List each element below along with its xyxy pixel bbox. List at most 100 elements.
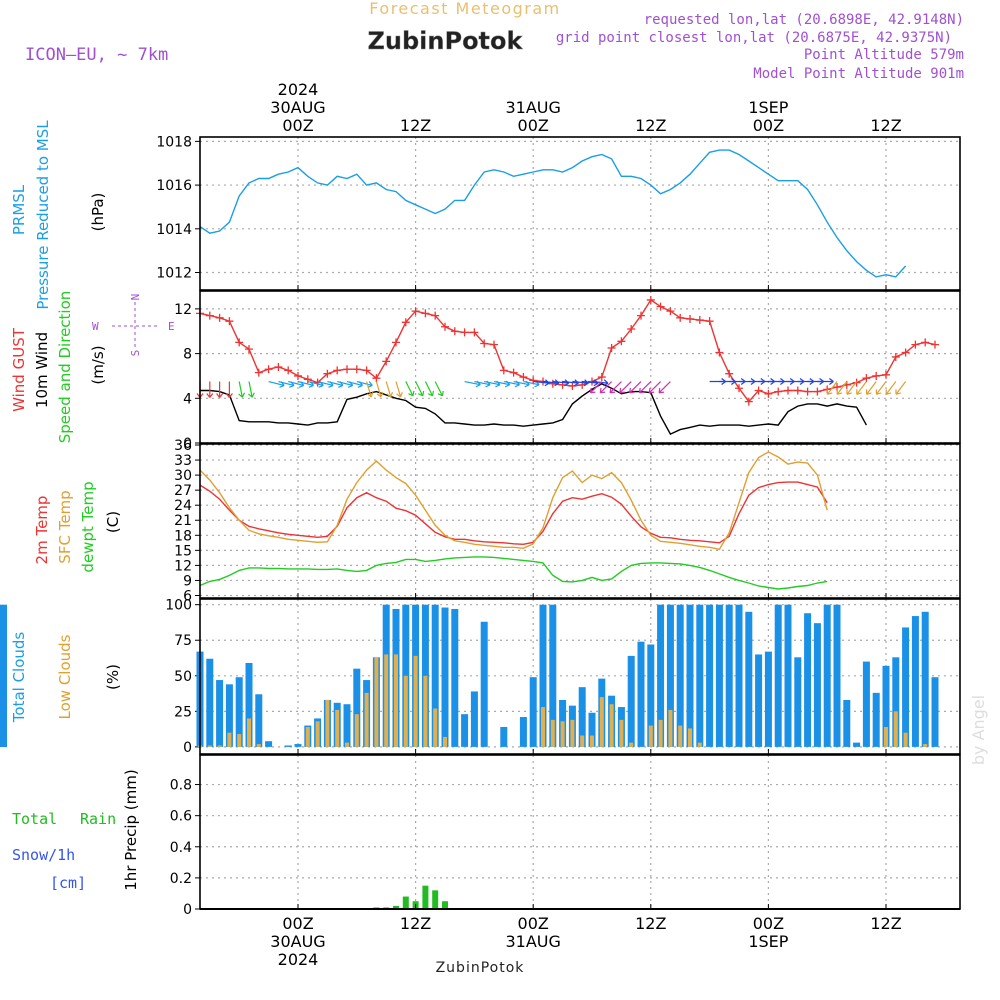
- pressure-line: [199, 149, 907, 278]
- clouds-ytick-label: 0: [183, 740, 192, 756]
- gust-marker: [784, 386, 792, 395]
- temperature-ytick-label: 27: [174, 483, 192, 499]
- wind-arrow: [484, 380, 501, 386]
- wind-arrow: [856, 381, 867, 395]
- low-clouds-bar: [443, 736, 447, 747]
- wind-ytick-label: 8: [183, 347, 192, 363]
- gust-marker: [872, 371, 881, 380]
- temperature-ytick-label: 12: [174, 558, 192, 574]
- low-clouds-bar: [403, 675, 408, 747]
- wind-arrowhead: [826, 389, 833, 395]
- low-clouds-bar: [207, 745, 212, 747]
- compass-w: W: [92, 320, 99, 333]
- low-clouds-bar: [570, 719, 575, 747]
- cloud-labels: Total Clouds Low Clouds (%): [10, 632, 122, 724]
- bottom-time-label: 12Z: [870, 914, 901, 933]
- wind-arrow: [375, 381, 382, 398]
- total-clouds-bar: [823, 604, 831, 747]
- gust-marker: [284, 366, 293, 375]
- wind-arrow: [513, 380, 530, 386]
- total-clouds-bar: [804, 613, 812, 747]
- wind-arrow: [542, 380, 559, 384]
- wind-arrowhead: [206, 393, 214, 398]
- low-clouds-bar: [590, 735, 594, 747]
- wind-ytick-label: 12: [174, 302, 192, 318]
- requested-coords: requested lon,lat (20.6898E, 42.9148N): [644, 12, 964, 28]
- rain-label: Rain: [80, 810, 116, 828]
- top-time-label: 12Z: [635, 116, 666, 135]
- snow-unit: [cm]: [50, 874, 86, 892]
- top-title: Forecast Meteogram: [369, 0, 560, 18]
- wind-arrow: [591, 380, 608, 384]
- total-clouds-bar: [725, 604, 733, 747]
- wind-arrow: [885, 381, 897, 395]
- wind-arrow: [424, 381, 434, 397]
- wind-arrow: [434, 381, 443, 397]
- wind-arrowhead: [366, 391, 374, 398]
- pressure-unit: (hPa): [89, 193, 107, 232]
- pressure-ytick-label: 1012: [156, 266, 192, 282]
- gust-marker: [470, 328, 479, 337]
- low-clouds-bar: [315, 721, 320, 747]
- total-clouds-bar: [206, 658, 214, 747]
- total-clouds-bar: [500, 726, 508, 747]
- gust-marker: [421, 309, 430, 318]
- wind-arrowhead: [376, 391, 384, 398]
- precipitation-ytick-label: 0.4: [170, 840, 192, 856]
- low-clouds-bar: [697, 742, 702, 747]
- plot-panels: 1012101410161018048126912151821242730333…: [0, 134, 961, 918]
- temperature-frame: [199, 443, 961, 599]
- wind-arrow: [582, 380, 599, 384]
- wind-arrowhead: [829, 378, 834, 386]
- low-clouds-bar: [433, 708, 438, 747]
- total-clouds-bar: [529, 677, 537, 747]
- bottom-time-label: 30AUG: [270, 932, 325, 951]
- pressure-ytick-label: 1018: [156, 134, 192, 150]
- wind-arrow: [346, 380, 363, 386]
- wind-arrowhead: [836, 389, 843, 395]
- gust-marker: [264, 365, 273, 374]
- precipitation-ytick-label: 0.8: [170, 778, 192, 794]
- gust-marker: [774, 387, 783, 396]
- gust-marker: [931, 340, 939, 349]
- wind-panel: 0 4 8 12: [174, 291, 961, 452]
- wind-arrow: [493, 380, 510, 386]
- low-clouds-bar: [305, 726, 310, 747]
- temperature-ytick-label: 24: [174, 498, 192, 514]
- wind-arrow: [648, 381, 662, 394]
- total-clouds-bar: [813, 623, 821, 747]
- gust-marker: [646, 295, 655, 304]
- wind-arrow: [297, 380, 314, 386]
- gust-marker: [725, 369, 734, 378]
- wind-arrowhead: [875, 389, 882, 395]
- wind-arrowhead: [638, 387, 645, 394]
- total-clouds-bar: [833, 604, 841, 747]
- gust-marker: [705, 317, 714, 326]
- low-clouds-bar: [688, 728, 692, 747]
- temperature-ytick-label: 15: [174, 543, 192, 559]
- wind-arrowhead: [248, 392, 255, 398]
- low-clouds-bar: [629, 742, 634, 747]
- compass-icon: N S W E: [92, 294, 175, 357]
- bottom-time-label: 31AUG: [505, 932, 560, 951]
- bottom-time-label: 00Z: [518, 914, 549, 933]
- wind-labels: Wind GUST 10m Wind Speed and Direction (…: [10, 291, 175, 444]
- wind-arrow: [846, 381, 858, 395]
- gust-marker: [392, 338, 400, 347]
- top-time-label: 30AUG: [270, 98, 325, 117]
- gust-marker: [813, 387, 822, 396]
- gust-marker: [362, 366, 371, 375]
- low-clouds-bar: [237, 734, 242, 747]
- wind-arrow: [619, 381, 632, 394]
- wind-arrow: [248, 381, 253, 398]
- wind-arrowhead: [216, 393, 224, 398]
- gust-marker: [274, 363, 283, 371]
- gust-marker: [735, 384, 743, 393]
- low-clouds-bar: [325, 699, 330, 747]
- total-clouds-bar: [294, 744, 302, 747]
- top-time-label: 12Z: [400, 116, 431, 135]
- gust-marker: [676, 313, 685, 322]
- low-clouds-bar: [247, 718, 251, 747]
- total-clouds-bar: [431, 604, 439, 747]
- total-clouds-bar: [706, 604, 714, 747]
